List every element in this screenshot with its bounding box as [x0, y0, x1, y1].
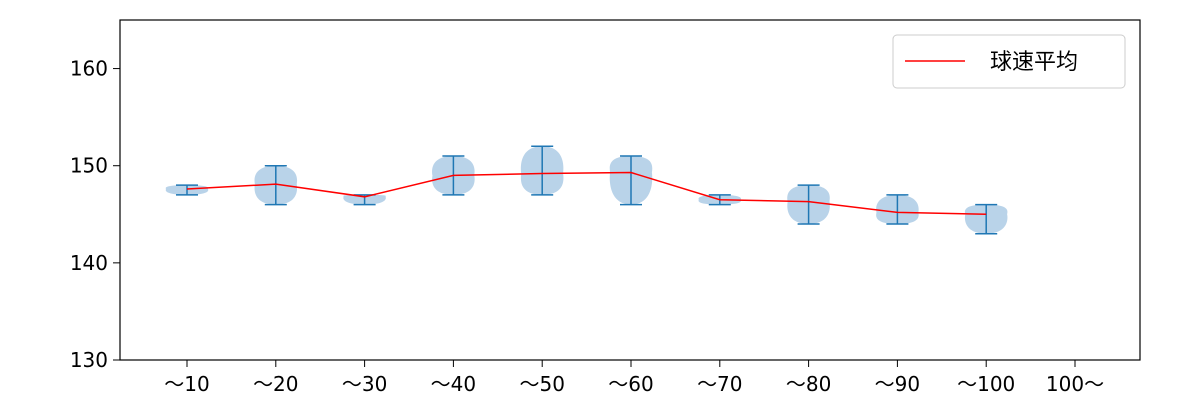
x-tick-label: ～80	[786, 372, 831, 396]
legend-box	[892, 34, 1126, 89]
x-tick-label: ～70	[697, 372, 742, 396]
x-tick-label: ～30	[342, 372, 387, 396]
y-tick-label: 150	[70, 154, 108, 178]
whiskers-group	[176, 145, 998, 235]
y-tick-label: 140	[70, 251, 108, 275]
x-axis: ～10 ～20 ～30 ～40 ～50 ～60 ～70 ～80 ～90 ～100 100～	[164, 360, 1104, 396]
mean-line	[186, 171, 987, 216]
x-tick-label: 100～	[1046, 372, 1104, 396]
x-tick-label: ～10	[164, 372, 209, 396]
x-tick-label: ～90	[875, 372, 920, 396]
x-tick-label: ～50	[519, 372, 564, 396]
x-tick-label: ～60	[608, 372, 653, 396]
x-tick-label: ～40	[431, 372, 476, 396]
x-tick-label: ～20	[253, 372, 298, 396]
y-axis: 130 140 150 160	[70, 57, 120, 372]
violins-group	[165, 146, 1008, 234]
legend: 球速平均	[892, 34, 1126, 89]
legend-label: 球速平均	[990, 50, 1078, 75]
x-tick-label: ～100	[957, 372, 1015, 396]
y-tick-label: 130	[70, 348, 108, 372]
y-tick-label: 160	[70, 57, 108, 81]
plot-frame	[119, 19, 1141, 361]
